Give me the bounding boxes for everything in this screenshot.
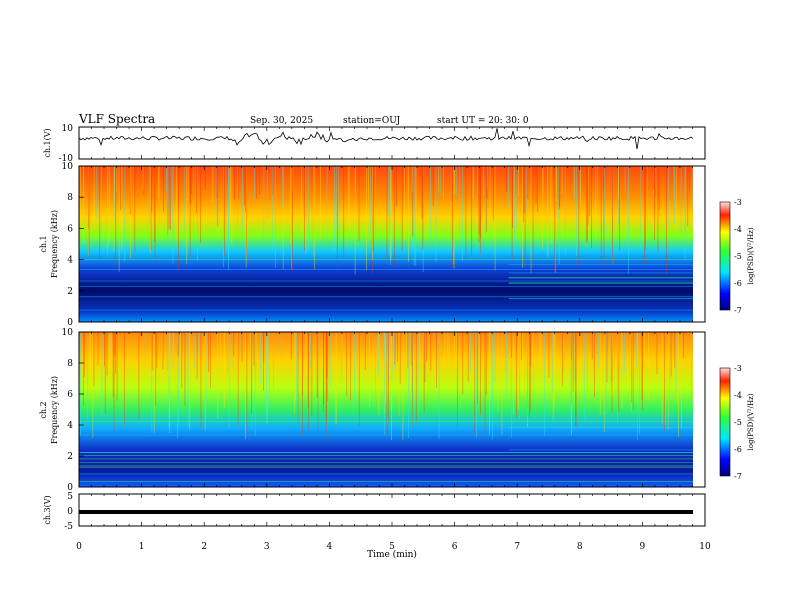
- ch1-spectrogram-panel: 0 2 4 6 8 10 ch.1 Frequency (kHz): [39, 162, 706, 328]
- y-tick-label-4: 4: [67, 256, 73, 266]
- ch2-frequency-axis-label: Frequency (kHz): [50, 376, 59, 444]
- ch1-voltage-label: ch.1(V): [43, 128, 52, 157]
- y-tick-label-10: 10: [62, 328, 74, 338]
- cbar1-tick-7: -7: [734, 306, 742, 315]
- cbar1-label: log(PSD)(V²/Hz): [747, 227, 755, 284]
- y-tick-label-2: 2: [67, 452, 73, 462]
- x-tick-label-4: 4: [327, 542, 333, 552]
- ch3-ytick-top: 5: [67, 492, 73, 502]
- cbar2-tick-5: -5: [734, 418, 742, 427]
- y-tick-label-2: 2: [67, 287, 73, 297]
- cbar2-tick-4: -4: [734, 391, 742, 400]
- x-tick-label-3: 3: [264, 542, 270, 552]
- figure-title: VLF Spectra: [78, 112, 155, 126]
- ch3-waveform-panel: 5 0 -5 ch.3(V): [43, 492, 706, 532]
- cbar2-tick-3: -3: [734, 364, 742, 373]
- y-tick-label-10: 10: [62, 162, 74, 172]
- ch3-ytick-bottom: -5: [64, 522, 73, 532]
- ch1-spectrogram-channel-label: ch.1: [39, 235, 48, 252]
- start-time-label: start UT = 20: 30: 0: [437, 116, 529, 126]
- y-tick-label-4: 4: [67, 421, 73, 431]
- ch1-waveform-panel: 10 -10 ch.1(V): [43, 124, 706, 164]
- y-tick-label-6: 6: [67, 390, 73, 400]
- y-tick-label-8: 8: [67, 193, 73, 203]
- x-tick-label-5: 5: [389, 542, 395, 552]
- cbar1-tick-4: -4: [734, 225, 742, 234]
- ch3-voltage-label: ch.3(V): [43, 495, 52, 524]
- x-tick-label-7: 7: [514, 542, 520, 552]
- cbar2-tick-7: -7: [734, 472, 742, 481]
- ch1-frequency-axis-label: Frequency (kHz): [50, 210, 59, 278]
- date-label: Sep. 30, 2025: [250, 116, 313, 126]
- x-tick-label-10: 10: [699, 542, 711, 552]
- x-tick-label-2: 2: [201, 542, 207, 552]
- ch2-colorbar: -3 -4 -5 -6 -7 log(PSD)(V²/Hz): [719, 364, 755, 481]
- x-tick-label-1: 1: [139, 542, 145, 552]
- y-tick-label-8: 8: [67, 359, 73, 369]
- y-tick-label-0: 0: [67, 318, 73, 328]
- y-tick-label-6: 6: [67, 224, 73, 234]
- time-axis: 0 1 2 3 4 5 6 7 8 9 10: [76, 127, 711, 552]
- ch1-ytick-top: 10: [62, 124, 74, 134]
- time-axis-label: Time (min): [367, 549, 417, 560]
- ch2-spectrogram-channel-label: ch.2: [39, 401, 48, 418]
- cbar1-tick-3: -3: [734, 198, 742, 207]
- y-tick-label-0: 0: [67, 483, 73, 493]
- x-tick-label-6: 6: [452, 542, 458, 552]
- ch2-spectrogram-streaks: [79, 332, 693, 482]
- cbar1-tick-6: -6: [734, 279, 742, 288]
- ch1-spectrogram-streaks: [79, 166, 693, 311]
- cbar2-label: log(PSD)(V²/Hz): [747, 393, 755, 450]
- x-tick-label-9: 9: [640, 542, 646, 552]
- station-label: station=OUJ: [343, 116, 401, 126]
- x-tick-label-8: 8: [577, 542, 583, 552]
- ch1-waveform-line: [78, 128, 694, 150]
- ch2-spectrogram-panel: 0 2 4 6 8 10 ch.2 Frequency (kHz): [39, 328, 706, 493]
- x-tick-label-0: 0: [76, 542, 82, 552]
- ch1-ytick-bottom: -10: [59, 154, 74, 164]
- cbar1-tick-5: -5: [734, 252, 742, 261]
- cbar2-tick-6: -6: [734, 445, 742, 454]
- ch3-ytick-mid: 0: [67, 507, 73, 517]
- ch1-colorbar: -3 -4 -5 -6 -7 log(PSD)(V²/Hz): [719, 198, 755, 315]
